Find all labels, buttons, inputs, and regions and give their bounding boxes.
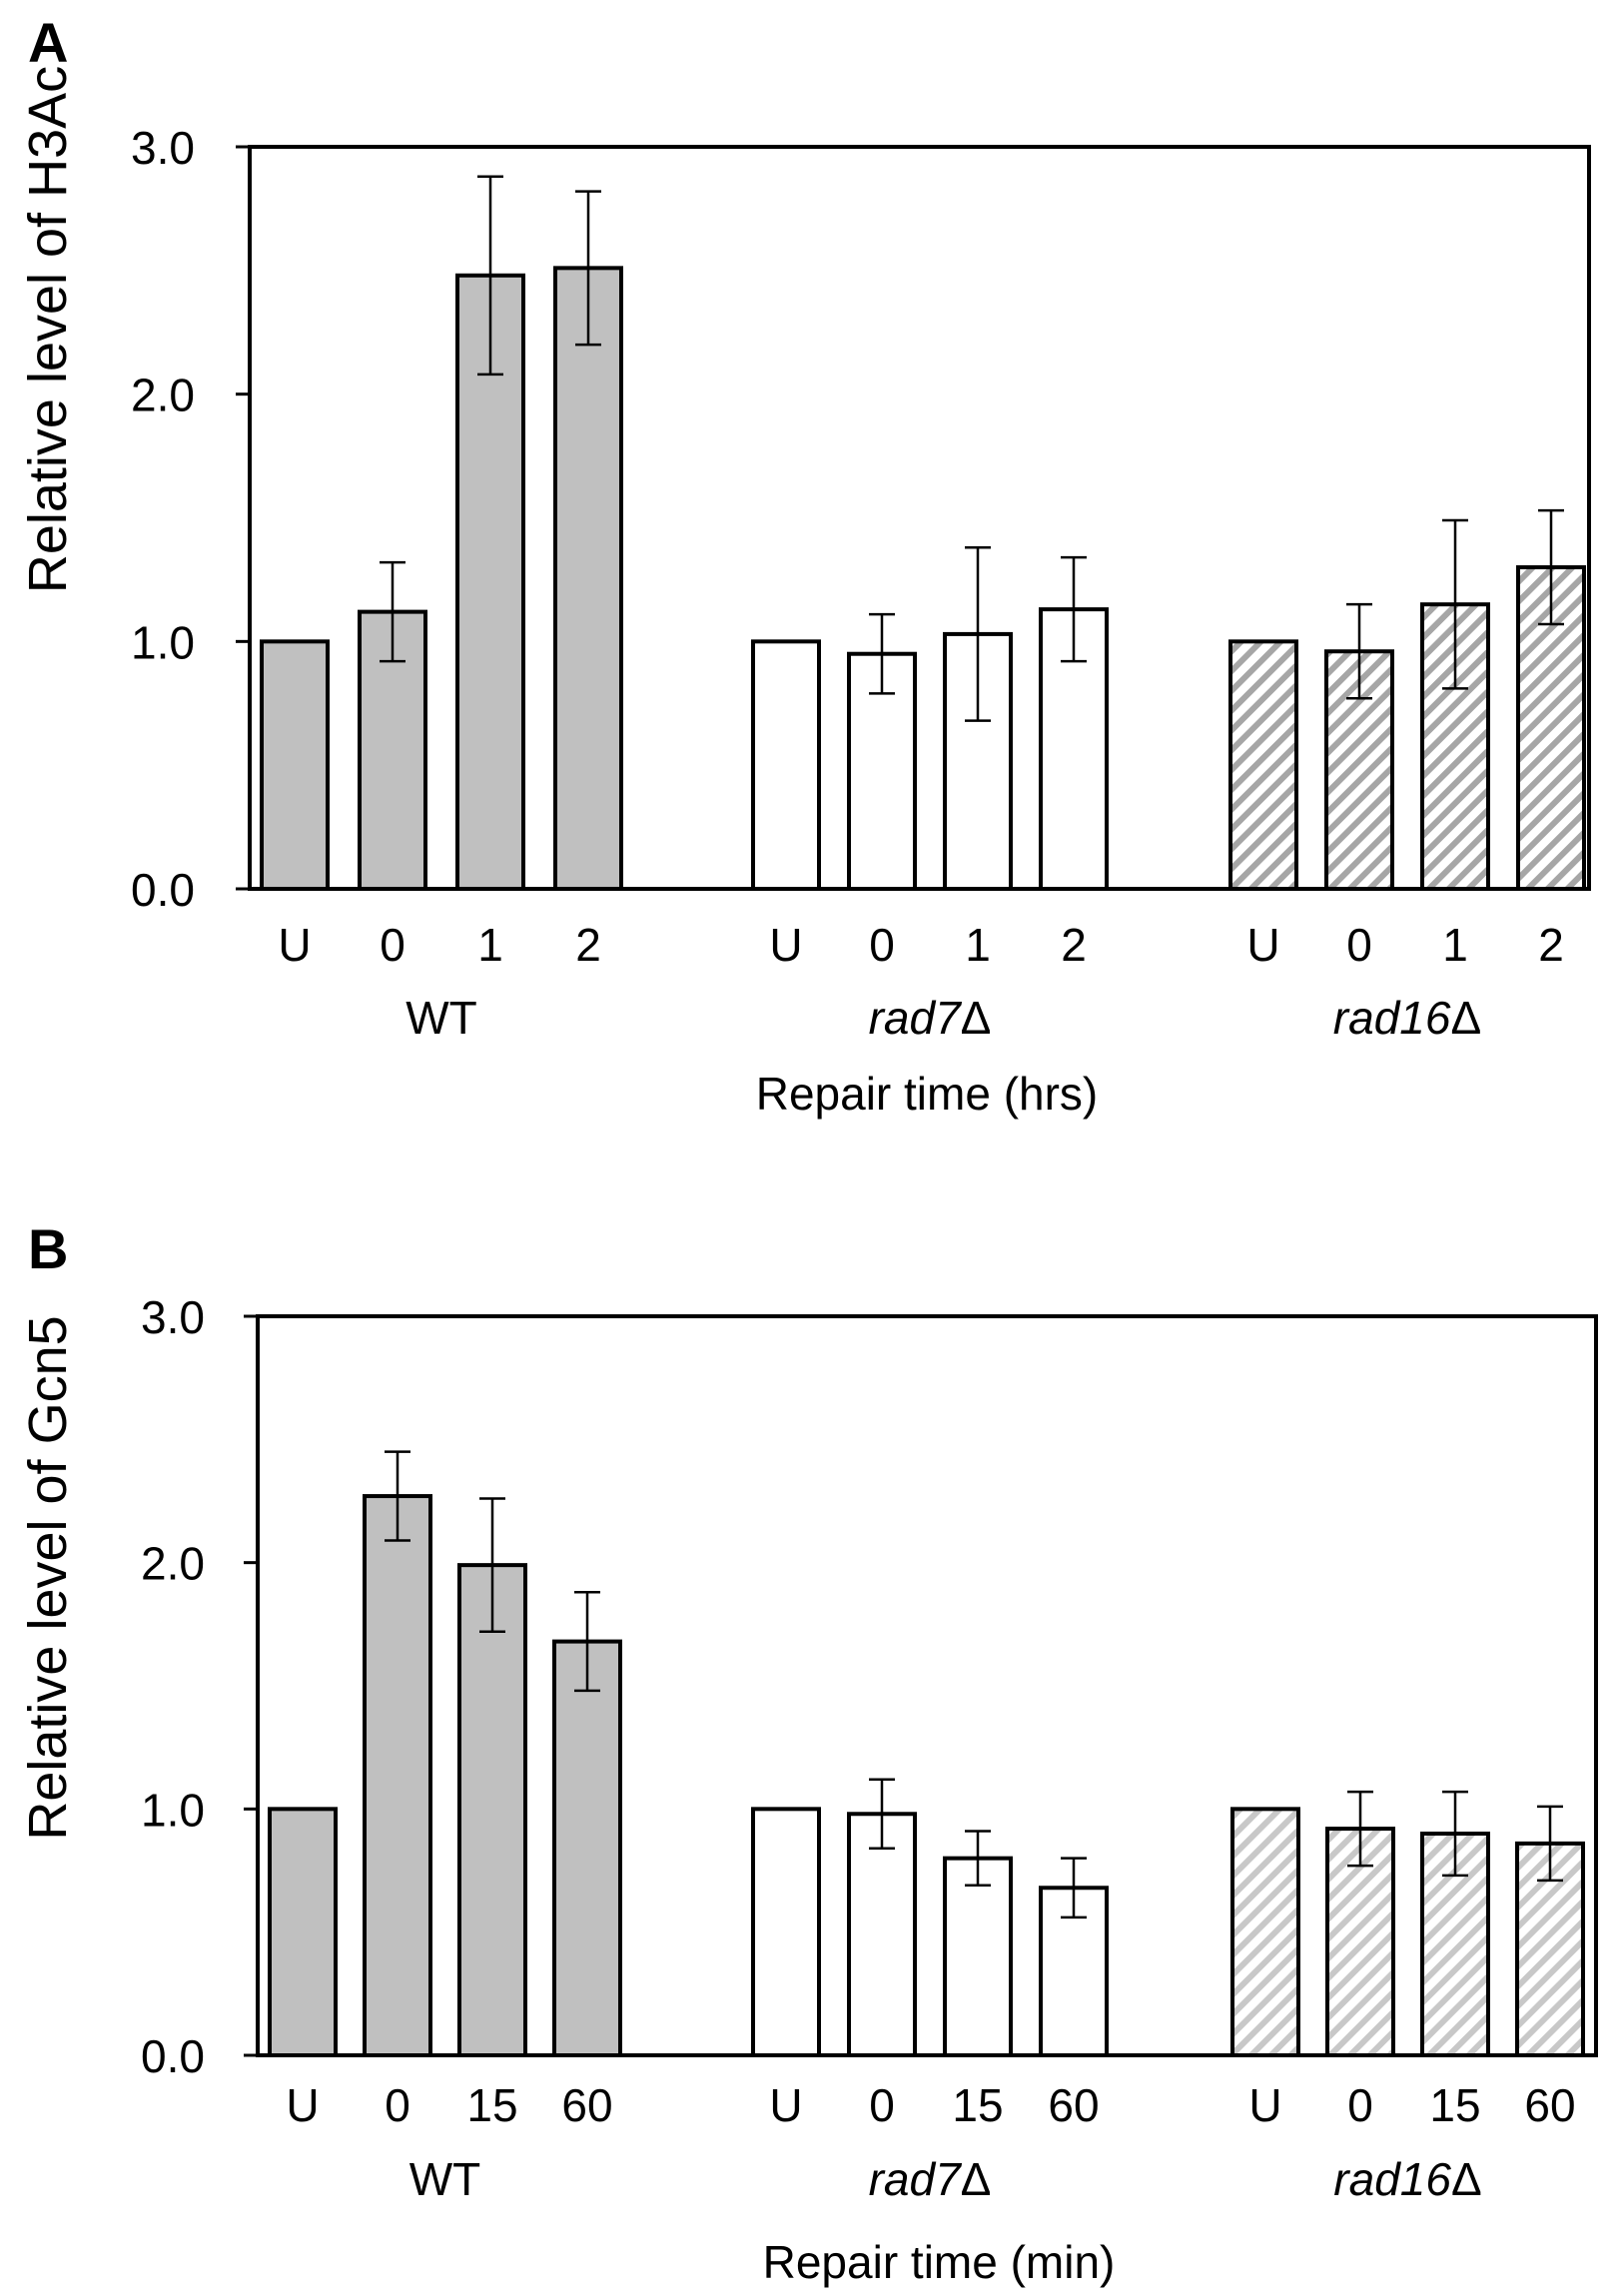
panel-b-bar-WT-60 [552, 1639, 622, 2057]
panel-b-letter: B [28, 1217, 68, 1280]
panel-b-error-bar-rad16-15 [1442, 1790, 1468, 1878]
panel-b-y-axis-label: Relative level of Gcn5 [18, 1315, 78, 1840]
panel-b-error-bar-WT-0 [385, 1450, 410, 1542]
panel-b-category-label: U [769, 2079, 802, 2131]
panel-b-category-label: 0 [385, 2079, 410, 2131]
panel-b-plot-frame [256, 1314, 1598, 2057]
panel-b-bar-WT-15 [457, 1563, 527, 2057]
panel-a-category-label: 2 [575, 919, 601, 971]
panel-a-group-label-rad7: rad7Δ [869, 992, 992, 1044]
panel-a-category-label: 1 [965, 919, 991, 971]
panel-b-y-tick-label: 1.0 [141, 1784, 205, 1836]
panel-a-error-bar-rad7-0 [869, 612, 895, 695]
panel-b-bar-rad16-U [1230, 1807, 1300, 2058]
panel-b-group-label-rad7: rad7Δ [869, 2153, 992, 2205]
panel-a-category-label: U [769, 919, 802, 971]
panel-a-category-label: U [1246, 919, 1279, 971]
panel-b-x-axis-label: Repair time (min) [763, 2236, 1116, 2288]
panel-b-bar-rad7-0 [847, 1812, 917, 2058]
panel-a-category-label: 2 [1061, 919, 1087, 971]
panel-a-error-bar-rad7-2 [1061, 555, 1087, 663]
panel-b-error-bar-WT-60 [574, 1591, 600, 1693]
panel-a-category-label: 0 [1346, 919, 1372, 971]
panel-a-category-label: 1 [477, 919, 503, 971]
panel-b-category-label: 15 [952, 2079, 1003, 2131]
panel-b-category-label: 15 [466, 2079, 517, 2131]
panel-b: B Relative level of Gcn5 Repair time (mi… [18, 1217, 1598, 2288]
panel-a-error-bar-rad16-1 [1442, 518, 1468, 690]
panel-b-y-tick-label: 0.0 [141, 2030, 205, 2082]
panel-b-category-label: 0 [869, 2079, 895, 2131]
panel-b-error-bar-rad16-0 [1347, 1790, 1373, 1868]
panel-a-bar-WT-1 [455, 273, 525, 891]
panel-b-bar-WT-U [268, 1807, 338, 2058]
panel-b-bar-rad7-15 [943, 1856, 1013, 2057]
panel-a-bar-rad16-U [1228, 639, 1298, 891]
panel-b-group-label-WT: WT [409, 2153, 481, 2205]
panel-b-y-tick-label: 2.0 [141, 1538, 205, 1590]
panel-b-category-label: 15 [1429, 2079, 1480, 2131]
panel-b-category-label: 0 [1347, 2079, 1373, 2131]
panel-a-y-tick-label: 3.0 [131, 122, 195, 174]
panel-b-category-label: U [286, 2079, 319, 2131]
panel-a-error-bar-rad7-1 [965, 545, 991, 722]
panel-a-y-tick-label: 0.0 [131, 864, 195, 916]
panel-a-letter: A [28, 11, 68, 74]
panel-a-error-bar-rad16-2 [1538, 508, 1564, 626]
panel-b-category-label: 60 [1524, 2079, 1575, 2131]
panel-a-x-axis-label: Repair time (hrs) [756, 1068, 1099, 1120]
panel-b-y-tick-label: 3.0 [141, 1291, 205, 1343]
panel-a-category-label: 2 [1538, 919, 1564, 971]
panel-a-plot-frame [248, 145, 1591, 891]
panel-b-bar-WT-0 [363, 1494, 432, 2057]
panel-a-group-label-WT: WT [406, 992, 477, 1044]
panel-b-category-label: U [1248, 2079, 1281, 2131]
panel-a-category-label: 1 [1442, 919, 1468, 971]
panel-a-category-label: 0 [869, 919, 895, 971]
panel-a-y-axis-label: Relative level of H3Ac [18, 66, 78, 593]
panel-a-group-label-rad16: rad16Δ [1333, 992, 1481, 1044]
panel-b-error-bar-rad16-60 [1537, 1805, 1563, 1883]
panel-a-plot: 0.0 1.0 2.0 3.0 U 0 1 2 WT U 0 1 2 rad7Δ U 0 1 2 rad16Δ [131, 122, 1591, 1044]
panel-a-error-bar-rad16-0 [1346, 602, 1372, 700]
panel-b-group-label-rad16: rad16Δ [1333, 2153, 1481, 2205]
panel-b-error-bar-WT-15 [479, 1497, 505, 1633]
panel-a-bar-rad7-U [751, 639, 821, 891]
panel-a-y-tick-label: 2.0 [131, 370, 195, 421]
panel-b-error-bar-rad7-0 [869, 1778, 895, 1851]
panel-b-plot: 0.0 1.0 2.0 3.0 U 0 15 60 WT U 0 15 60 rad7Δ U 0 15 60 rad… [141, 1291, 1598, 2205]
panel-a-error-bar-WT-0 [380, 560, 406, 663]
panel-a-category-label: U [278, 919, 311, 971]
panel-b-category-label: 60 [561, 2079, 612, 2131]
panel-a-category-label: 0 [380, 919, 406, 971]
panel-b-error-bar-rad7-60 [1061, 1857, 1087, 1919]
panel-a-error-bar-WT-1 [477, 175, 503, 377]
panel-a-bar-WT-2 [553, 266, 623, 891]
panel-a-error-bar-WT-2 [575, 190, 601, 347]
panel-b-error-bar-rad7-15 [965, 1830, 991, 1888]
panel-b-category-label: 60 [1048, 2079, 1099, 2131]
panel-a-bar-WT-U [260, 639, 330, 891]
panel-a-y-tick-label: 1.0 [131, 616, 195, 668]
panel-b-bar-rad7-U [751, 1807, 821, 2058]
panel-a: A Relative level of H3Ac Repair time (hr… [18, 11, 1591, 1120]
